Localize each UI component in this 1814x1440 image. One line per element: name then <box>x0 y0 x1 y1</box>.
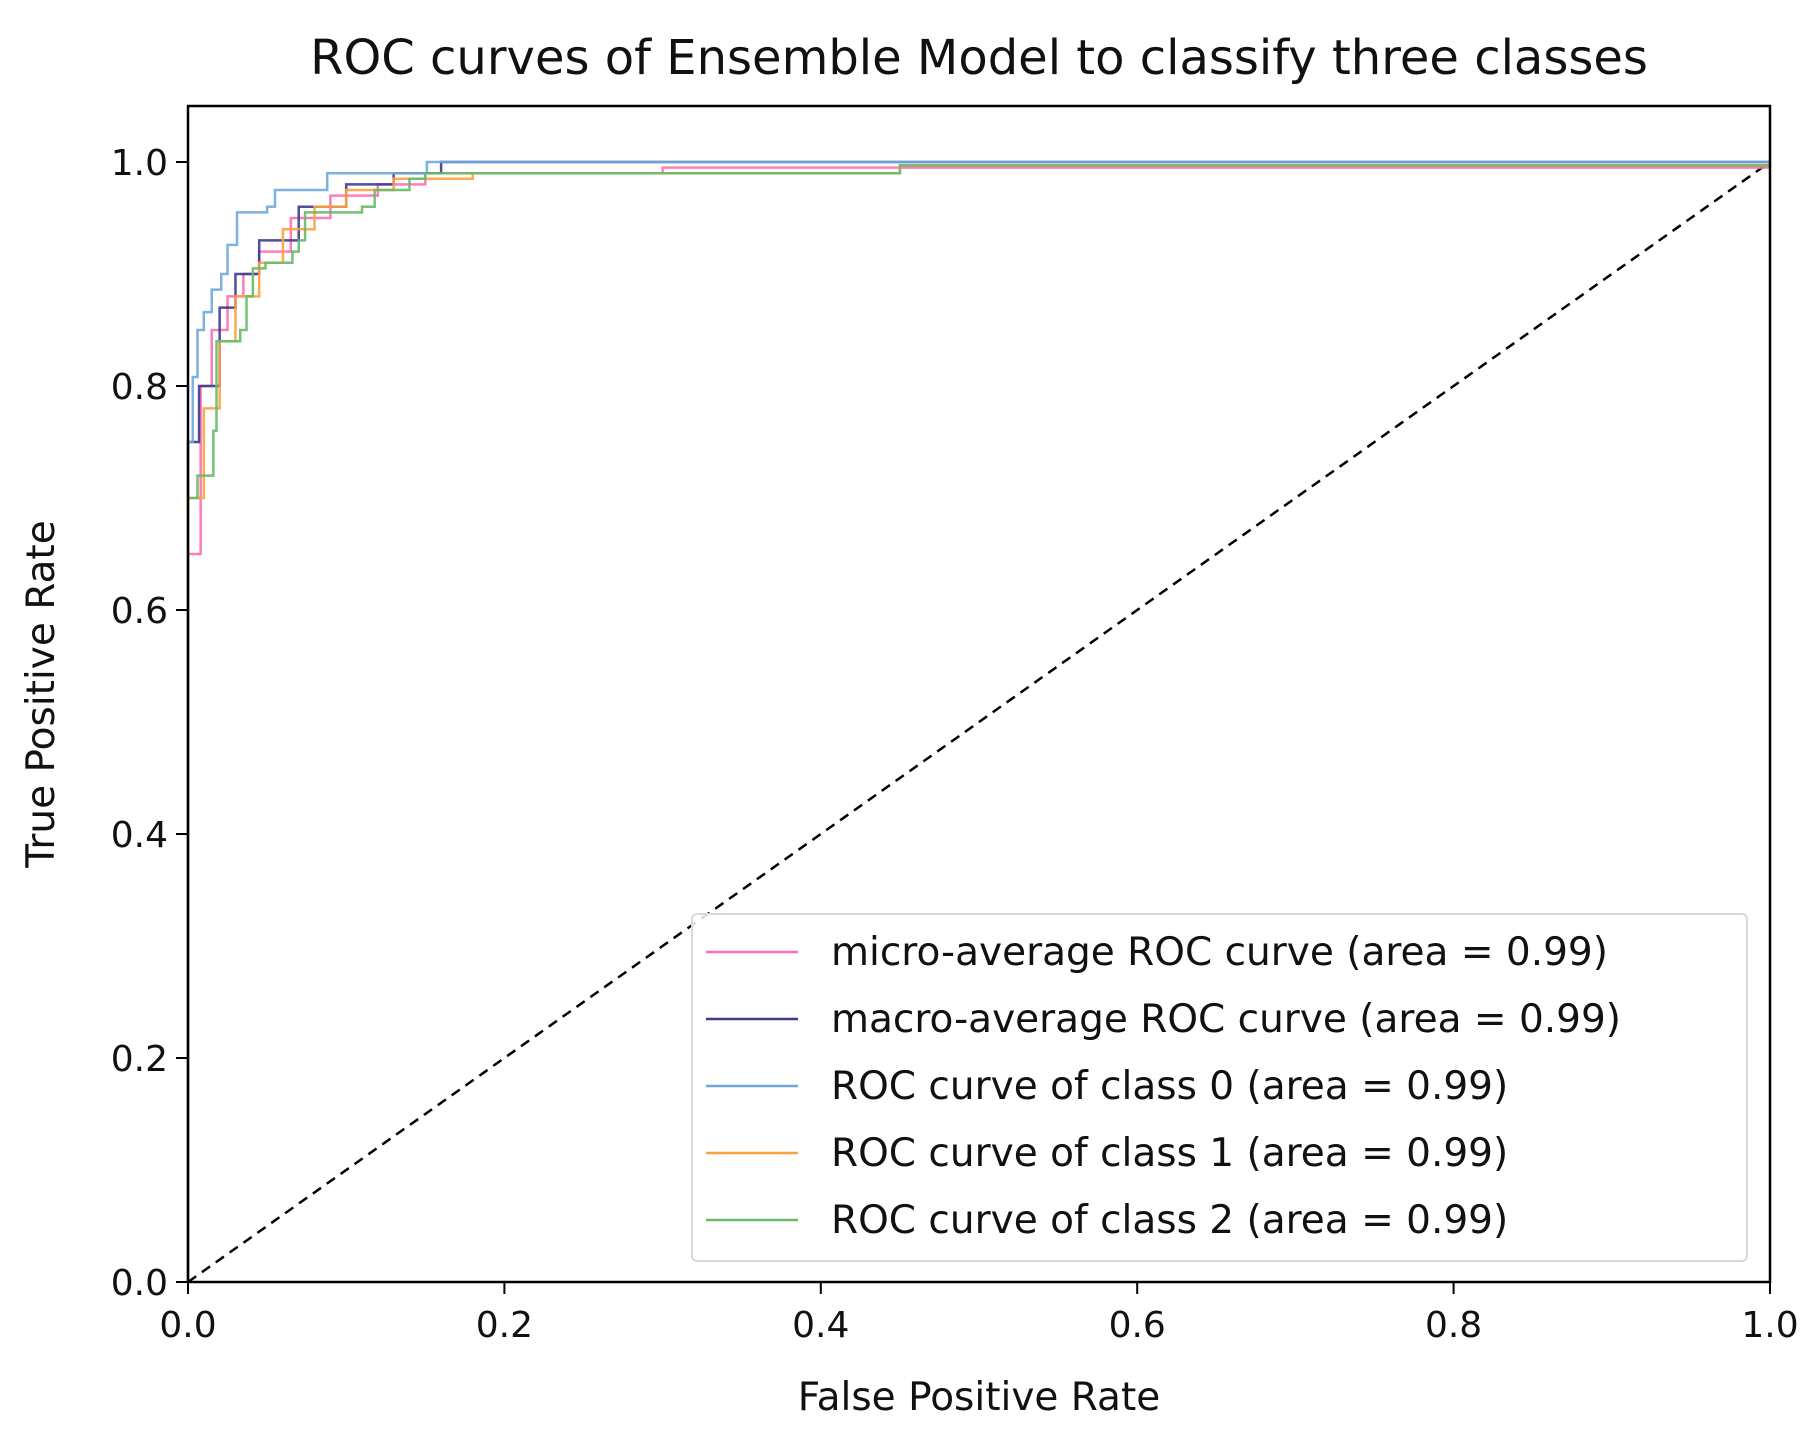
legend-label: ROC curve of class 2 (area = 0.99) <box>831 1198 1508 1243</box>
x-tick-label: 0.2 <box>476 1305 533 1346</box>
roc-curve-series-2 <box>186 160 1770 1282</box>
y-tick-label: 1.0 <box>111 143 168 184</box>
legend-label: micro-average ROC curve (area = 0.99) <box>831 930 1608 975</box>
legend-box <box>691 913 1748 1262</box>
x-tick-label: 0.6 <box>1109 1305 1166 1346</box>
reference-diagonal-line <box>187 160 1771 1284</box>
y-tick-label: 0.0 <box>111 1263 168 1304</box>
x-tick-label: 1.0 <box>1741 1305 1798 1346</box>
y-axis-label: True Positive Rate <box>19 520 64 868</box>
y-tick-label: 0.8 <box>111 367 168 408</box>
y-tick-label: 0.2 <box>111 1039 168 1080</box>
y-tick-label: 0.4 <box>111 815 168 856</box>
x-axis-label: False Positive Rate <box>798 1375 1160 1420</box>
x-tick-label: 0.0 <box>159 1305 216 1346</box>
legend-label: ROC curve of class 1 (area = 0.99) <box>831 1131 1508 1176</box>
axes-frame <box>186 104 1772 1284</box>
y-tick-label: 0.6 <box>111 591 168 632</box>
legend: micro-average ROC curve (area = 0.99) mac… <box>691 913 1748 1262</box>
x-tick-label: 0.4 <box>792 1305 849 1346</box>
roc-curve-series-4 <box>186 162 1772 1282</box>
legend-label: macro-average ROC curve (area = 0.99) <box>831 997 1621 1042</box>
x-tick-label: 0.8 <box>1425 1305 1482 1346</box>
chart-title: ROC curves of Ensemble Model to classify… <box>310 30 1648 86</box>
legend-label: ROC curve of class 0 (area = 0.99) <box>831 1064 1508 1109</box>
plot-area: 0.0 0.2 0.4 0.6 0.8 1.0 0.0 0.2 0.4 0.6 0.8 1.0 <box>111 104 1799 1346</box>
